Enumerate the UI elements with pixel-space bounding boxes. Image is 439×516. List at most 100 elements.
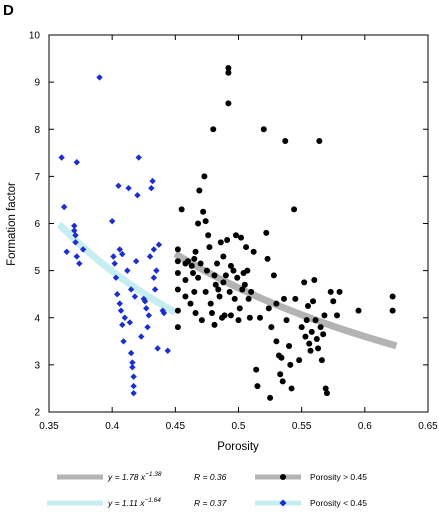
point-series-2 <box>119 250 126 258</box>
point-series-2 <box>121 314 128 321</box>
point-series-1 <box>303 317 310 324</box>
point-series-1 <box>187 300 194 307</box>
point-series-1 <box>256 314 263 321</box>
point-series-1 <box>312 317 319 324</box>
point-series-2 <box>116 300 123 307</box>
y-tick-label: 4 <box>34 313 40 324</box>
y-tick-label: 3 <box>34 360 40 371</box>
point-series-1 <box>224 236 231 243</box>
point-series-2 <box>72 239 79 246</box>
panel-label: D <box>3 2 14 19</box>
y-tick-label: 10 <box>29 31 41 42</box>
point-series-1 <box>174 246 181 253</box>
point-series-1 <box>270 272 277 279</box>
point-series-1 <box>253 366 260 373</box>
point-series-2 <box>130 389 137 397</box>
point-series-1 <box>190 269 197 276</box>
point-series-1 <box>302 333 309 340</box>
point-series-2 <box>117 307 125 314</box>
point-series-2 <box>112 274 120 281</box>
point-series-1 <box>192 310 199 317</box>
point-series-1 <box>308 328 315 335</box>
point-series-1 <box>225 69 232 76</box>
point-series-1 <box>174 324 181 331</box>
point-series-1 <box>227 262 234 269</box>
x-axis-label: Porosity <box>217 441 259 453</box>
point-series-1 <box>327 288 334 295</box>
point-series-1 <box>310 298 317 305</box>
point-series-1 <box>198 317 205 324</box>
point-series-1 <box>265 305 272 312</box>
point-series-1 <box>296 357 303 364</box>
legend-series1-label: Porosity > 0.45 <box>310 472 367 482</box>
data-points <box>58 64 396 401</box>
point-series-1 <box>292 295 299 302</box>
point-series-1 <box>282 138 289 145</box>
point-series-1 <box>226 288 233 295</box>
point-series-2 <box>150 246 158 253</box>
point-series-2 <box>110 253 117 260</box>
point-series-1 <box>287 361 294 368</box>
point-series-2 <box>108 217 116 225</box>
point-series-1 <box>174 307 181 314</box>
point-series-1 <box>191 288 198 295</box>
legend-fit1-label: y = 1.78 x−1.38 <box>107 471 162 482</box>
point-series-2 <box>60 203 68 211</box>
point-series-1 <box>330 298 337 305</box>
axis-ticks: 0.35 0.4 0.45 0.5 0.55 0.6 0.65 2 3 4 5 6 7 8 9 10 <box>29 31 438 433</box>
point-series-2 <box>115 182 122 189</box>
point-series-1 <box>301 279 308 286</box>
point-series-1 <box>322 385 329 392</box>
point-series-2 <box>73 253 80 260</box>
x-tick-label: 0.65 <box>418 421 438 432</box>
point-series-1 <box>278 354 285 361</box>
point-series-2 <box>134 192 141 199</box>
point-series-1 <box>234 274 241 281</box>
point-series-2 <box>149 177 156 185</box>
point-series-1 <box>208 310 215 317</box>
y-tick-label: 5 <box>34 266 40 277</box>
point-series-1 <box>205 232 212 239</box>
point-series-2 <box>111 260 118 267</box>
point-series-2 <box>114 290 121 298</box>
point-series-2 <box>116 246 123 253</box>
point-series-1 <box>202 288 209 295</box>
point-series-1 <box>230 267 237 274</box>
point-series-2 <box>145 312 153 319</box>
point-series-1 <box>321 312 328 319</box>
point-series-2 <box>63 248 70 255</box>
point-series-2 <box>155 241 163 248</box>
point-series-1 <box>246 314 253 321</box>
point-series-1 <box>178 206 185 213</box>
point-series-1 <box>355 307 362 314</box>
point-series-1 <box>267 394 274 401</box>
point-series-2 <box>154 345 161 352</box>
point-series-1 <box>222 272 229 279</box>
point-series-1 <box>286 343 293 350</box>
point-series-1 <box>203 267 210 274</box>
point-series-2 <box>127 286 135 293</box>
point-series-1 <box>273 338 280 345</box>
point-series-1 <box>235 317 242 324</box>
x-tick-label: 0.6 <box>358 421 372 432</box>
point-series-2 <box>127 349 135 357</box>
point-series-1 <box>207 300 214 307</box>
point-series-1 <box>202 218 209 225</box>
point-series-1 <box>318 357 325 364</box>
point-series-2 <box>143 305 150 312</box>
legend-series2-label: Porosity < 0.45 <box>310 498 367 508</box>
point-series-2 <box>125 184 132 192</box>
point-series-2 <box>130 382 137 390</box>
x-tick-label: 0.55 <box>292 421 312 432</box>
point-series-2 <box>160 309 168 317</box>
point-series-1 <box>182 277 189 284</box>
point-series-1 <box>317 324 324 331</box>
point-series-1 <box>225 100 232 107</box>
point-series-1 <box>232 232 239 239</box>
y-tick-label: 2 <box>34 408 40 419</box>
point-series-1 <box>174 269 181 276</box>
point-series-1 <box>191 255 198 262</box>
y-tick-label: 7 <box>34 172 40 183</box>
x-tick-label: 0.4 <box>105 421 119 432</box>
